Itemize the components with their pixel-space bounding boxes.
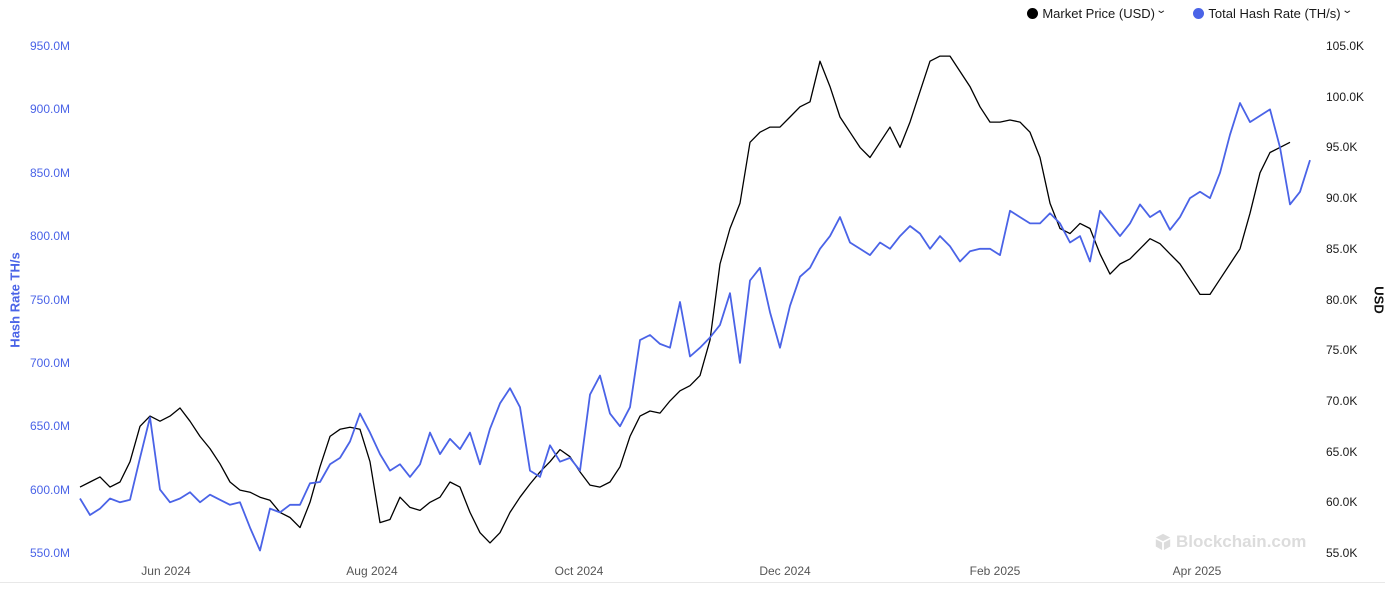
axis-tick-label: 850.0M <box>30 165 71 180</box>
market-price-swatch-icon <box>1027 8 1039 19</box>
legend-label-hash-rate: Total Hash Rate (TH/s) <box>1208 6 1341 21</box>
x-axis-baseline <box>0 582 1385 583</box>
axis-tick-label: 650.0M <box>30 419 71 434</box>
axis-tick-label: 700.0M <box>30 355 71 370</box>
legend: Market Price (USD) ⌄ Total Hash Rate (TH… <box>1027 5 1353 21</box>
chevron-down-icon[interactable]: ⌄ <box>1340 5 1353 16</box>
hash-rate-line <box>79 102 1311 552</box>
x-axis-tick-label: Apr 2025 <box>1172 564 1222 578</box>
x-axis-tick-label: Oct 2024 <box>554 564 604 578</box>
axis-tick-label: 75.0K <box>1326 343 1358 358</box>
axis-tick-label: 65.0K <box>1326 444 1358 459</box>
watermark: Blockchain.com <box>1154 532 1306 552</box>
axis-tick-label: 100.0K <box>1326 89 1365 104</box>
legend-item-hash-rate[interactable]: Total Hash Rate (TH/s) ⌄ <box>1193 5 1353 21</box>
chevron-down-icon[interactable]: ⌄ <box>1155 5 1168 16</box>
x-axis-tick-label: Jun 2024 <box>141 564 191 578</box>
market-price-line <box>79 55 1291 544</box>
x-axis-tick-label: Feb 2025 <box>969 564 1021 578</box>
axis-tick-label: 90.0K <box>1326 191 1358 206</box>
x-axis-tick-label: Dec 2024 <box>759 564 811 578</box>
x-axis-tick-label: Aug 2024 <box>346 564 398 578</box>
hash-rate-swatch-icon <box>1193 8 1205 19</box>
watermark-text: Blockchain.com <box>1176 532 1307 551</box>
axis-tick-label: 550.0M <box>30 546 71 560</box>
axis-tick-label: 800.0M <box>30 229 71 244</box>
legend-label-market-price: Market Price (USD) <box>1042 6 1156 21</box>
axis-tick-label: 80.0K <box>1326 292 1358 307</box>
axis-tick-label: 85.0K <box>1326 241 1358 256</box>
axis-tick-label: 70.0K <box>1326 393 1358 408</box>
axis-tick-label: 600.0M <box>30 482 71 497</box>
axis-tick-label: 750.0M <box>30 292 71 307</box>
blockchain-logo-icon <box>1155 533 1171 551</box>
axis-tick-label: 950.0M <box>30 39 71 53</box>
axis-tick-label: 60.0K <box>1326 495 1358 510</box>
axis-tick-label: 900.0M <box>30 102 71 117</box>
legend-item-market-price[interactable]: Market Price (USD) ⌄ <box>1027 5 1168 21</box>
axis-tick-label: 55.0K <box>1326 546 1358 560</box>
axis-tick-label: 95.0K <box>1326 140 1358 155</box>
axis-tick-label: 105.0K <box>1326 39 1365 53</box>
